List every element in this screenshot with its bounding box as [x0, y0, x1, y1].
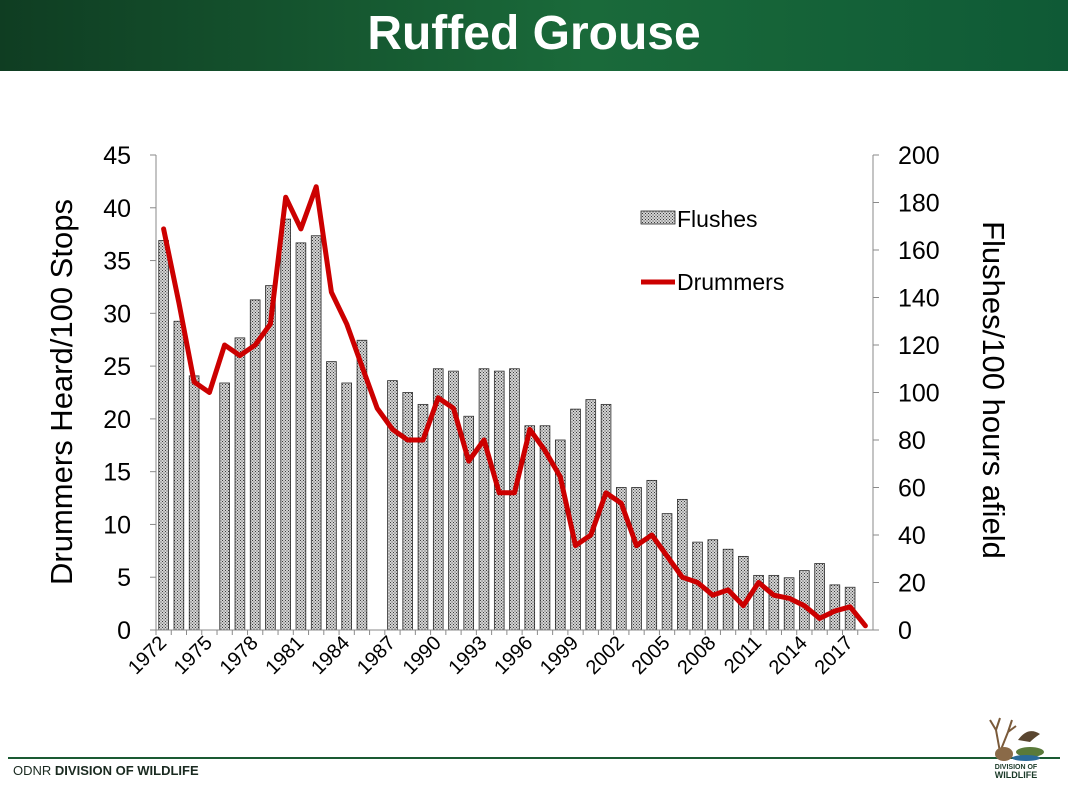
bar-flushes-1974: [188, 375, 200, 631]
legend-label-drummers: Drummers: [677, 269, 784, 295]
axis-labels: Drummers Heard/100 Stops Flushes/100 hour…: [44, 199, 1011, 585]
x-tick-label-1981: 1981: [261, 632, 308, 679]
bar-flushes-1982: [310, 235, 322, 631]
bar-flushes-2004: [646, 479, 658, 631]
bar-flushes-1979: [265, 285, 276, 631]
legend-swatch-flushes: [640, 210, 676, 225]
line-series-drummers: [161, 184, 868, 629]
bar-flushes-1985: [356, 339, 368, 631]
page-title: Ruffed Grouse: [367, 7, 701, 60]
left-tick-label-20: 20: [103, 406, 131, 434]
x-tick-label-2008: 2008: [673, 632, 720, 679]
x-tick-label-1984: 1984: [307, 632, 354, 679]
footer-branding: ODNR DIVISION OF WILDLIFE: [13, 763, 199, 778]
chart-legend: Flushes Drummers: [640, 206, 784, 295]
right-tick-label-140: 140: [898, 285, 940, 313]
right-tick-label-60: 60: [898, 475, 926, 503]
legend-label-flushes: Flushes: [677, 206, 758, 232]
left-tick-label-0: 0: [117, 617, 131, 645]
left-tick-label-25: 25: [103, 353, 131, 381]
right-tick-label-100: 100: [898, 380, 940, 408]
x-tick-label-1987: 1987: [353, 632, 400, 679]
left-tick-label-10: 10: [103, 511, 131, 539]
bar-flushes-2001: [600, 403, 612, 631]
right-tick-label-40: 40: [898, 522, 926, 550]
line-drummers: [161, 184, 868, 629]
left-tick-label-40: 40: [103, 195, 131, 223]
bar-flushes-1988: [402, 392, 413, 631]
left-tick-label-5: 5: [117, 564, 131, 592]
bar-flushes-2010: [738, 555, 749, 631]
bar-flushes-1993: [478, 368, 490, 631]
division-of-wildlife-logo: DIVISION OF WILDLIFE: [989, 717, 1044, 780]
bar-flushes-2006: [677, 498, 688, 631]
footer-org: ODNR: [13, 763, 52, 778]
right-tick-label-120: 120: [898, 332, 940, 360]
footer-divider: [8, 757, 1060, 759]
left-tick-label-30: 30: [103, 300, 131, 328]
x-tick-label-1990: 1990: [399, 632, 446, 679]
bar-flushes-2014: [799, 570, 810, 631]
bar-flushes-1973: [173, 320, 185, 631]
bar-flushes-1981: [295, 242, 307, 631]
x-tick-label-1978: 1978: [216, 632, 263, 679]
bar-flushes-1977: [234, 337, 246, 631]
right-tick-label-0: 0: [898, 617, 912, 645]
bar-flushes-2003: [631, 487, 642, 631]
bar-flushes-2012: [768, 574, 780, 631]
bar-flushes-2008: [707, 539, 719, 631]
left-tick-label-15: 15: [103, 459, 131, 487]
x-tick-label-2002: 2002: [582, 632, 629, 679]
right-tick-label-160: 160: [898, 237, 940, 265]
x-tick-label-1975: 1975: [170, 632, 217, 679]
x-tick-label-1996: 1996: [490, 632, 537, 679]
bar-flushes-1976: [219, 382, 230, 631]
bar-flushes-1987: [387, 380, 398, 631]
bar-series-flushes: [158, 218, 856, 631]
left-tick-label-35: 35: [103, 248, 131, 276]
bar-flushes-1980: [280, 218, 291, 631]
bar-flushes-1996: [524, 425, 536, 631]
bar-flushes-1995: [509, 368, 520, 631]
x-tick-label-2005: 2005: [628, 632, 675, 679]
x-tick-label-2017: 2017: [811, 632, 858, 679]
right-tick-label-200: 200: [898, 142, 940, 170]
bar-flushes-2000: [585, 399, 597, 631]
bar-flushes-1972: [158, 240, 169, 631]
bar-flushes-1984: [341, 382, 352, 631]
bar-flushes-1994: [493, 370, 505, 631]
x-tick-label-1999: 1999: [536, 632, 583, 679]
footer-division: DIVISION OF WILDLIFE: [54, 763, 199, 778]
left-axis-title: Drummers Heard/100 Stops: [44, 199, 79, 585]
left-tick-label-45: 45: [103, 142, 131, 170]
logo-text-line2: WILDLIFE: [995, 770, 1038, 780]
logo-text-line1: DIVISION OF: [995, 764, 1038, 771]
right-tick-label-20: 20: [898, 570, 926, 598]
right-tick-label-80: 80: [898, 427, 926, 455]
right-tick-label-180: 180: [898, 190, 940, 218]
header-bar: Ruffed Grouse: [0, 0, 1068, 71]
bar-flushes-2005: [661, 513, 673, 631]
bar-flushes-2013: [783, 577, 795, 631]
x-tick-label-1972: 1972: [124, 632, 171, 679]
x-tick-label-2014: 2014: [765, 632, 812, 679]
right-axis-title: Flushes/100 hours afield: [976, 221, 1011, 559]
bar-flushes-2016: [829, 584, 841, 631]
x-tick-label-2011: 2011: [720, 632, 766, 678]
bar-flushes-1983: [326, 361, 337, 631]
x-tick-label-1993: 1993: [445, 632, 492, 679]
